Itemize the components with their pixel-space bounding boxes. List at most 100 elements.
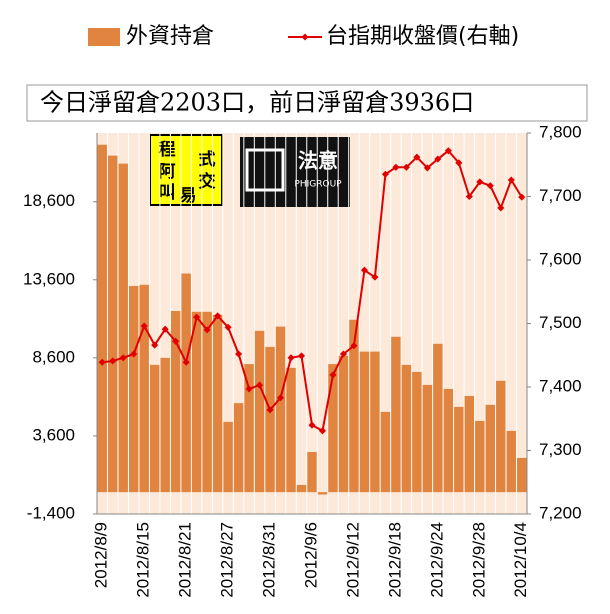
line-marker [434,155,442,163]
bar [464,395,475,493]
y2-tick-label: 7,400 [539,376,582,395]
bar [443,388,454,493]
line-marker [245,385,253,393]
y-tick-label: 8,600 [32,347,75,366]
y-tick-label: 18,600 [23,191,75,210]
bar [128,286,139,493]
bar [391,336,401,493]
line-marker [476,178,484,186]
line-marker [161,325,169,333]
bar [97,144,107,493]
logo-right: 法意 PHIGROUP [240,137,350,207]
line-marker [518,193,526,201]
line-marker [360,266,368,274]
bar [223,421,233,493]
bar [170,311,181,493]
line-marker [465,192,473,201]
x-tick-label: 2012/8/21 [176,522,195,598]
y-tick-label: 3,600 [32,425,75,444]
bar [160,357,170,493]
line-marker [318,427,327,435]
x-tick-label: 2012/8/27 [218,522,237,598]
line-marker [109,357,117,365]
bar [496,380,506,493]
logo-char: 程 [159,140,176,160]
line-marker [235,350,243,358]
bar [328,364,338,493]
y-tick-label: -1,400 [27,503,75,522]
legend-label: 台指期收盤價(右軸) [326,24,519,49]
bar [296,484,307,493]
line-marker [193,313,201,321]
x-tick-label: 2012/9/28 [469,522,488,598]
bar [370,351,380,493]
line-marker [297,352,306,360]
bar [286,367,296,493]
x-tick-label: 2012/8/9 [92,522,111,588]
bar [118,163,128,493]
bar [212,314,223,493]
line-marker [287,354,295,362]
line-marker [151,341,159,349]
y2-tick-label: 7,500 [539,313,582,332]
line-marker [339,350,347,358]
x-tick-label: 2012/9/24 [427,522,446,598]
line-marker [277,394,285,402]
logo-char: 式 [199,149,216,170]
bar [108,155,118,493]
bar [149,364,160,493]
logo-text: 法意 [298,149,338,173]
line-marker [203,326,211,334]
line-marker [130,350,138,358]
y2-tick-label: 7,600 [539,249,582,268]
line-marker [444,147,452,155]
line-marker [423,164,431,172]
bar [412,371,422,493]
bar [380,411,391,493]
bar [349,319,359,493]
legend-swatch [88,28,120,46]
line-marker [350,342,358,350]
bar [485,404,496,493]
bar [475,420,485,493]
line-marker [497,204,505,212]
line-marker [182,358,190,366]
line-marker [392,163,400,171]
bar [422,384,433,493]
line-marker [413,153,421,161]
x-tick-label: 2012/9/18 [385,522,404,598]
line-marker [371,273,379,281]
logo-left: 程 阿 式 叫 交 易 [149,134,223,206]
logo-subtext: PHIGROUP [294,180,342,190]
bar [265,346,275,493]
bar [139,284,149,493]
logo-char: 阿 [159,162,176,182]
bar [506,430,516,493]
bar [244,364,254,493]
line-marker [119,354,127,362]
y2-tick-label: 7,200 [539,503,582,522]
bar [275,326,286,493]
line-marker [256,381,264,389]
line-marker [266,406,274,414]
bar [338,355,349,493]
line-marker [140,322,148,330]
bar [307,452,317,493]
line-marker [98,358,106,366]
bar [359,351,370,493]
logo-char: 易 [180,186,197,206]
bar [454,406,464,493]
bar [517,457,527,493]
line-marker [329,371,337,379]
bar [202,311,212,493]
line-marker [224,323,232,331]
x-tick-label: 2012/10/4 [511,522,530,598]
logo-char: 交 [199,171,216,192]
line-marker [308,421,316,429]
x-tick-label: 2012/8/15 [134,522,153,598]
line-marker [172,337,180,345]
line-marker [455,159,463,167]
bar [401,364,412,493]
x-tick-label: 2012/9/6 [301,522,320,588]
